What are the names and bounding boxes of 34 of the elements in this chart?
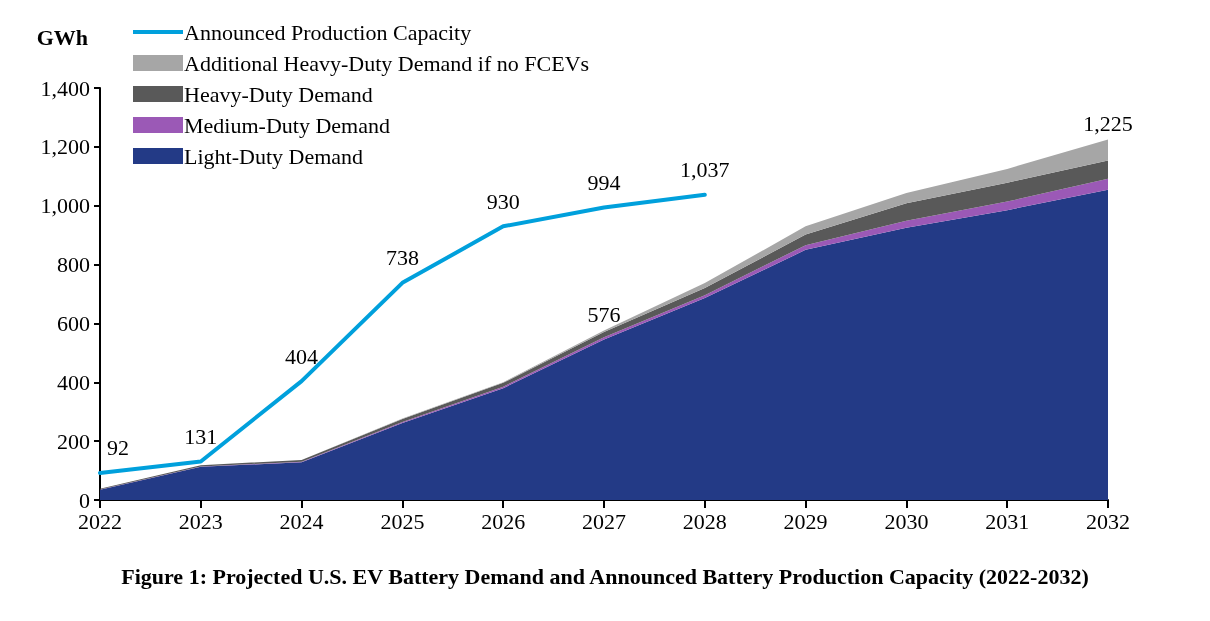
data-label: 92	[107, 435, 129, 461]
total-label: 576	[587, 301, 621, 327]
text: Figure 1: Projected U.S. EV Battery Demand and Announced Battery Production Capacity (2022-2032)	[121, 563, 1089, 589]
x-tick-label: 2027	[582, 508, 626, 534]
line-series	[98, 192, 707, 475]
y-tick-label: 800	[57, 252, 90, 278]
y-tick-label: 1,200	[40, 134, 90, 160]
x-tick-label: 2025	[380, 508, 425, 534]
data-label: 738	[385, 245, 419, 271]
y-tick-label: 400	[57, 369, 90, 395]
y-tick-label: 1,000	[40, 193, 90, 219]
y-tick-label: 1,400	[40, 75, 90, 101]
legend-label: Medium-Duty Demand	[184, 112, 390, 138]
x-tick-label: 2023	[178, 508, 223, 534]
x-tick-label: 2032	[1086, 508, 1130, 534]
data-label: 994	[587, 169, 621, 195]
data-label: 1,037	[680, 157, 730, 183]
y-tick-label: 200	[57, 428, 90, 454]
x-tick-label: 2024	[279, 508, 324, 534]
data-label: 930	[486, 188, 520, 214]
data-label: 131	[184, 423, 218, 449]
total-label: 1,225	[1083, 111, 1133, 136]
legend-label: Light-Duty Demand	[184, 143, 364, 169]
legend-label: Heavy-Duty Demand	[184, 81, 373, 107]
y-tick-label: 600	[57, 310, 90, 336]
legend-label: Announced Production Capacity	[184, 19, 472, 45]
legend-label: Additional Heavy-Duty Demand if no FCEVs	[184, 50, 590, 76]
x-tick-label: 2028	[682, 508, 727, 534]
x-tick-label: 2030	[884, 508, 929, 534]
y-axis-title: GWh	[36, 24, 88, 50]
x-tick-label: 2031	[985, 508, 1030, 534]
data-label: 404	[285, 343, 319, 369]
x-tick-label: 2029	[783, 508, 828, 534]
x-tick-label: 2026	[481, 508, 526, 534]
